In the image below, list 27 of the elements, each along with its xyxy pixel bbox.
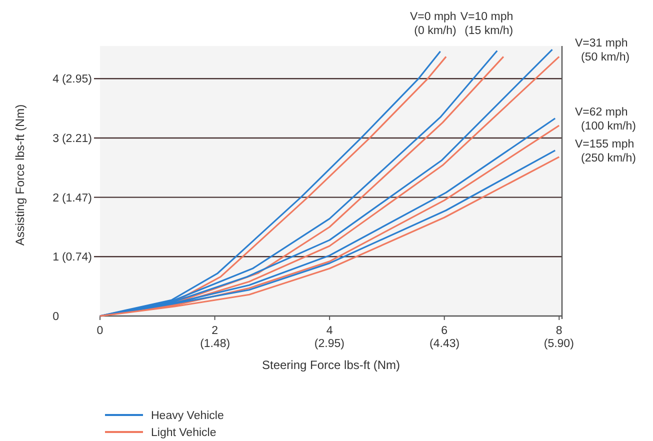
y-tick-label: 4	[52, 74, 60, 86]
x2-tick-label: (4.43)	[430, 338, 460, 350]
x-tick-label: 8	[556, 325, 562, 337]
y-tick-label: 3	[52, 132, 59, 145]
x-tick-label: 0	[96, 325, 104, 337]
annotation: V=0 mph (0 km/h)	[410, 11, 456, 37]
y-tick-label: 2	[52, 192, 59, 204]
y2-tick-label: (0.74)	[62, 251, 92, 264]
annotation: V=62 mph (100 km/h)	[575, 106, 636, 132]
x-tick-label: 6	[441, 325, 448, 337]
legend-label: Light Vehicle	[151, 427, 216, 439]
y2-tick-label: (2.21)	[62, 133, 92, 146]
x-tick-label: 2	[212, 325, 218, 337]
y-axis-title: Assisting Force lbs-ft (Nm)	[13, 104, 27, 246]
annotation: V=10 mph (15 km/h)	[460, 11, 514, 37]
x-axis-title: Steering Force lbs-ft (Nm)	[262, 358, 400, 372]
x2-tick-label: (1.48)	[200, 338, 230, 350]
x-tick-label: 4	[326, 325, 334, 337]
x2-tick-label: (5.90)	[544, 338, 574, 350]
y2-tick-label: (2.95)	[62, 74, 92, 86]
y-tick-label: 0	[52, 311, 59, 323]
y-tick-label: 1	[52, 252, 59, 264]
annotation: V=155 mph (250 km/h)	[575, 138, 636, 164]
legend-label: Heavy Vehicle	[151, 410, 224, 422]
annotation: V=31 mph (50 km/h)	[575, 38, 630, 64]
x2-tick-label: (2.95)	[314, 338, 345, 350]
y2-tick-label: (1.47)	[62, 192, 92, 205]
